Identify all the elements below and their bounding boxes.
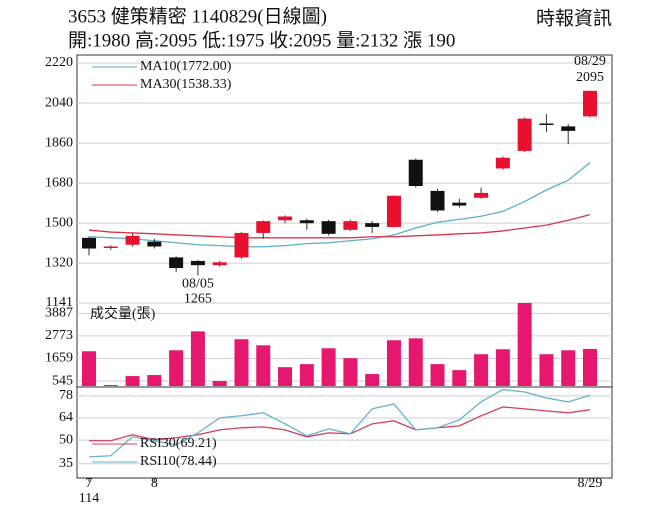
candle-body — [103, 246, 118, 249]
candle-body — [386, 195, 401, 227]
source: 時報資訊 — [536, 7, 612, 29]
y-tick-label: 64 — [59, 410, 73, 425]
candle-body — [321, 221, 336, 234]
candle-body — [561, 126, 576, 131]
frame — [76, 54, 613, 479]
y-tick-label: 3887 — [45, 306, 73, 321]
legend-label: MA30(1538.33) — [140, 77, 232, 92]
legend-label: RSI10(78.44) — [140, 454, 217, 469]
volume-bar — [299, 364, 314, 386]
annotation-value: 2095 — [576, 70, 604, 85]
volume-bar — [147, 375, 162, 386]
y-tick-label: 78 — [59, 388, 73, 403]
volume-bar — [82, 351, 96, 386]
candle-body — [583, 90, 597, 117]
candle-body — [430, 190, 445, 211]
candle-body — [452, 202, 467, 206]
candle-body — [365, 223, 380, 227]
volume-bar — [321, 348, 336, 386]
y-tick-label: 1860 — [45, 135, 73, 150]
x-tick-label: 7 — [86, 476, 93, 491]
volume-bar — [430, 364, 445, 386]
legend-label: MA10(1772.00) — [140, 59, 232, 74]
y-tick-label: 2773 — [45, 328, 73, 343]
line-series — [89, 406, 591, 442]
candle-body — [169, 257, 184, 269]
volume-bar — [583, 348, 597, 386]
candle-body — [82, 237, 96, 249]
y-tick-label: 2220 — [45, 55, 73, 70]
volume-bar — [212, 381, 227, 386]
chart-title: 3653 健策精密 1140829(日線圖) — [68, 5, 327, 27]
volume-bar — [169, 350, 184, 386]
volume-bar — [256, 345, 271, 386]
volume-bar — [103, 384, 118, 386]
candle-body — [517, 118, 532, 151]
candle-body — [474, 192, 489, 198]
candle-body — [190, 260, 205, 266]
volume-bar — [561, 350, 576, 386]
candle-body — [278, 216, 293, 221]
y-tick-label: 1500 — [45, 215, 73, 230]
volume-bar — [278, 367, 293, 386]
candle-body — [299, 220, 314, 224]
y-tick-label: 35 — [59, 456, 73, 471]
annotation-value: 1265 — [184, 292, 212, 307]
volume-bar — [386, 340, 401, 386]
y-tick-label: 1680 — [45, 175, 73, 190]
candle-body — [539, 123, 554, 126]
volume-bar — [474, 354, 489, 386]
x-tick-label: 8/29 — [578, 476, 603, 491]
subtitle: 開:1980 高:2095 低:1975 收:2095 量:2132 漲 190 — [68, 29, 455, 51]
line-series — [88, 388, 591, 458]
volume-bar — [234, 339, 249, 386]
volume-bar — [408, 338, 423, 386]
volume-bar — [452, 370, 467, 386]
candle-body — [125, 235, 140, 245]
y-tick-label: 1141 — [46, 295, 73, 310]
y-tick-label: 545 — [52, 373, 73, 388]
annotation-date: 08/29 — [574, 54, 606, 69]
candle-body — [256, 221, 271, 233]
annotation-date: 08/05 — [182, 277, 214, 292]
candle-body — [495, 157, 510, 169]
line-series — [88, 213, 591, 239]
y-tick-label: 1659 — [45, 351, 73, 366]
candle-body — [408, 159, 423, 187]
candle-body — [212, 262, 227, 266]
candle-body — [234, 232, 249, 258]
panel-title: 成交量(張) — [90, 305, 156, 322]
volume-bar — [495, 349, 510, 386]
y-tick-label: 1320 — [45, 255, 73, 270]
line-series — [88, 162, 591, 248]
candle-body — [343, 221, 358, 230]
volume-bar — [539, 354, 554, 386]
x-tick-label: 8 — [151, 476, 158, 491]
year-label: 114 — [79, 491, 99, 506]
volume-bar — [190, 331, 205, 386]
volume-bar — [365, 374, 380, 386]
y-tick-label: 50 — [59, 432, 73, 447]
legend-label: RSI30(69.21) — [140, 436, 217, 451]
volume-bar — [517, 303, 532, 386]
y-tick-label: 2040 — [45, 95, 73, 110]
volume-bar — [343, 358, 358, 386]
candle-body — [147, 241, 162, 247]
volume-bar — [125, 376, 140, 386]
